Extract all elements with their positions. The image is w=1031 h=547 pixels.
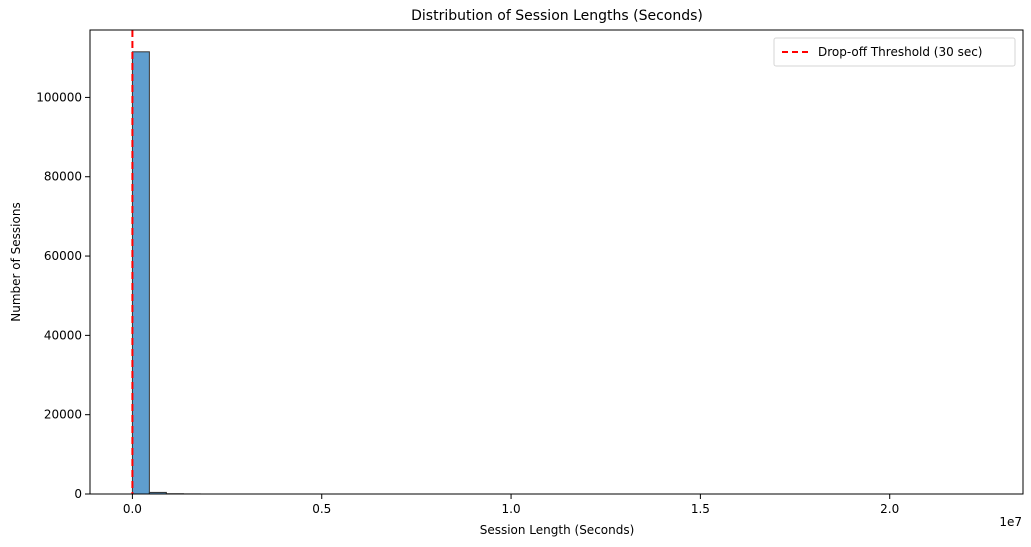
histogram-bar-1: [131, 51, 150, 495]
x-tick-label-1: 0.0: [123, 502, 142, 516]
x-tick-label-2: 0.5: [312, 502, 331, 516]
y-axis: 0 20000 40000 60000 80000 100000: [36, 90, 90, 501]
plot-background: [90, 30, 1023, 494]
y-tick-label-5: 80000: [44, 170, 82, 184]
y-tick-label-2: 20000: [44, 408, 82, 422]
y-tick-label-6: 100000: [36, 90, 82, 104]
x-axis: 0.0 0.5 1.0 1.5 2.0: [123, 494, 899, 516]
x-tick-label-5: 2.0: [880, 502, 899, 516]
y-axis-label: Number of Sessions: [9, 202, 23, 321]
y-tick-label-1: 0: [74, 487, 82, 501]
legend: Drop-off Threshold (30 sec): [773, 37, 1016, 67]
plot-frame: [89, 29, 1024, 495]
legend-box: [773, 37, 1016, 67]
chart-title: Distribution of Session Lengths (Seconds…: [411, 8, 703, 24]
x-axis-label: Session Length (Seconds): [480, 523, 635, 537]
x-axis-offset-label: 1e7: [999, 515, 1022, 529]
x-tick-label-3: 1.0: [502, 502, 521, 516]
plot-area: [89, 29, 1024, 495]
legend-threshold-label: Drop-off Threshold (30 sec): [818, 45, 982, 59]
y-tick-label-3: 40000: [44, 328, 82, 342]
y-tick-label-4: 60000: [44, 249, 82, 263]
x-tick-label-4: 1.5: [691, 502, 710, 516]
